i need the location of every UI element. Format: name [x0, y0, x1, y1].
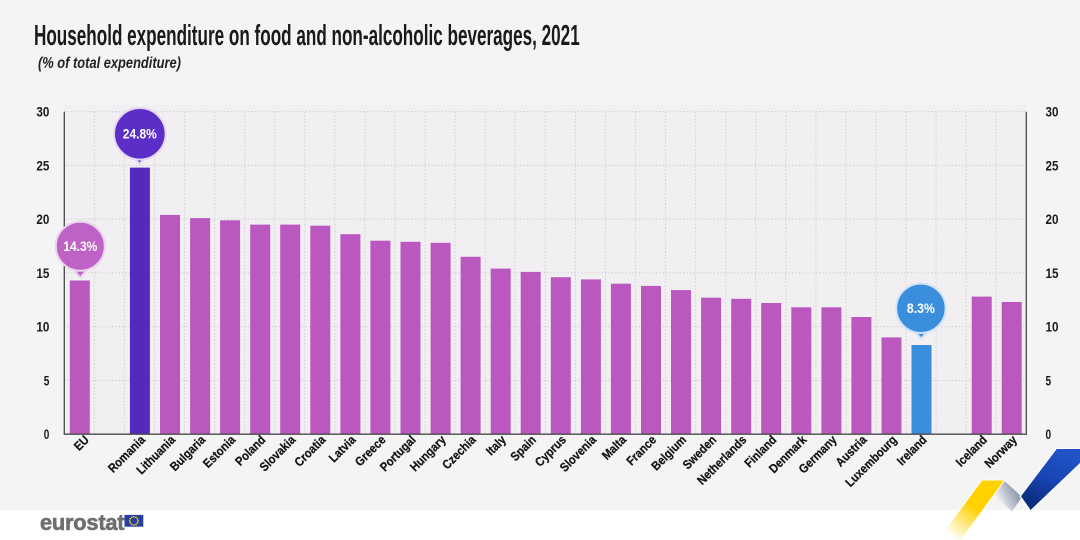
- svg-text:25: 25: [36, 158, 49, 173]
- svg-text:Czechia: Czechia: [440, 433, 479, 472]
- svg-text:14.3%: 14.3%: [63, 239, 97, 254]
- svg-text:25: 25: [1046, 158, 1059, 173]
- svg-text:Estonia: Estonia: [201, 433, 239, 471]
- svg-text:0: 0: [1046, 427, 1052, 442]
- svg-text:Ireland: Ireland: [895, 433, 930, 468]
- svg-text:8.3%: 8.3%: [907, 301, 935, 316]
- svg-text:5: 5: [1046, 373, 1052, 388]
- svg-text:15: 15: [36, 266, 49, 281]
- svg-text:Croatia: Croatia: [292, 433, 329, 470]
- svg-text:15: 15: [1046, 266, 1059, 281]
- svg-text:20: 20: [36, 212, 49, 227]
- svg-text:30: 30: [36, 105, 49, 120]
- svg-text:Norway: Norway: [982, 433, 1020, 471]
- svg-text:20: 20: [1046, 212, 1059, 227]
- svg-text:Italy: Italy: [484, 433, 510, 459]
- svg-text:24.8%: 24.8%: [123, 127, 157, 142]
- svg-text:30: 30: [1046, 105, 1059, 120]
- svg-text:10: 10: [36, 320, 49, 335]
- svg-text:5: 5: [44, 373, 50, 388]
- svg-text:0: 0: [44, 427, 50, 442]
- svg-text:10: 10: [1046, 320, 1059, 335]
- svg-text:EU: EU: [71, 433, 92, 454]
